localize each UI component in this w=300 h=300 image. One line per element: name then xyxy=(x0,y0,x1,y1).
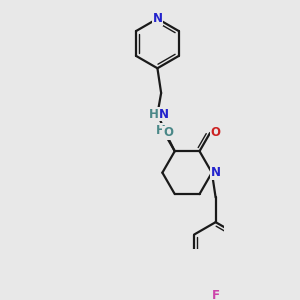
Text: H: H xyxy=(149,108,159,121)
Text: H: H xyxy=(156,124,166,137)
Text: N: N xyxy=(152,12,162,25)
Text: F: F xyxy=(212,289,220,300)
Text: O: O xyxy=(163,127,173,140)
Text: N: N xyxy=(211,166,220,179)
Text: N: N xyxy=(159,108,169,121)
Text: O: O xyxy=(211,127,220,140)
